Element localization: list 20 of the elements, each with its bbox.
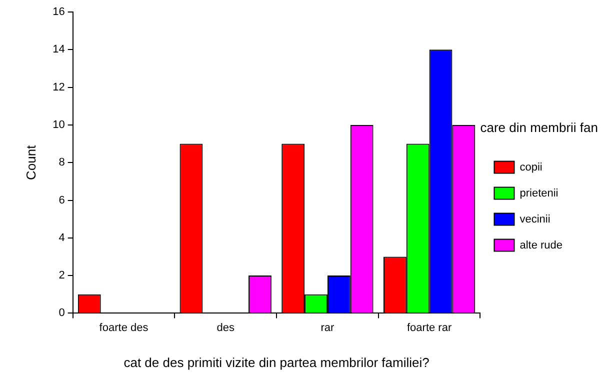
legend-title: care din membrii fan bbox=[480, 120, 598, 135]
y-tick-label: 14 bbox=[52, 44, 65, 56]
legend-label: prietenii bbox=[520, 187, 558, 200]
x-tick-label: rar bbox=[320, 322, 335, 334]
y-axis-title: Count bbox=[23, 144, 38, 180]
legend-label: vecinii bbox=[520, 213, 550, 226]
y-tick-label: 6 bbox=[58, 194, 65, 206]
x-tick-label: des bbox=[216, 322, 235, 334]
legend-label: alte rude bbox=[520, 239, 563, 252]
x-tick-label: foarte des bbox=[99, 322, 149, 334]
y-tick-label: 4 bbox=[58, 232, 65, 244]
x-axis-title: cat de des primiti vizite din partea membrilor familiei? bbox=[124, 354, 430, 370]
y-tick-label: 8 bbox=[58, 156, 65, 169]
legend-label: copii bbox=[520, 161, 542, 174]
x-tick-label: foarte rar bbox=[406, 322, 452, 334]
y-tick-label: 0 bbox=[58, 307, 65, 320]
y-tick-label: 10 bbox=[52, 118, 65, 131]
y-tick-label: 16 bbox=[52, 6, 65, 18]
y-tick-label: 2 bbox=[58, 270, 65, 282]
y-tick-label: 12 bbox=[52, 81, 65, 94]
